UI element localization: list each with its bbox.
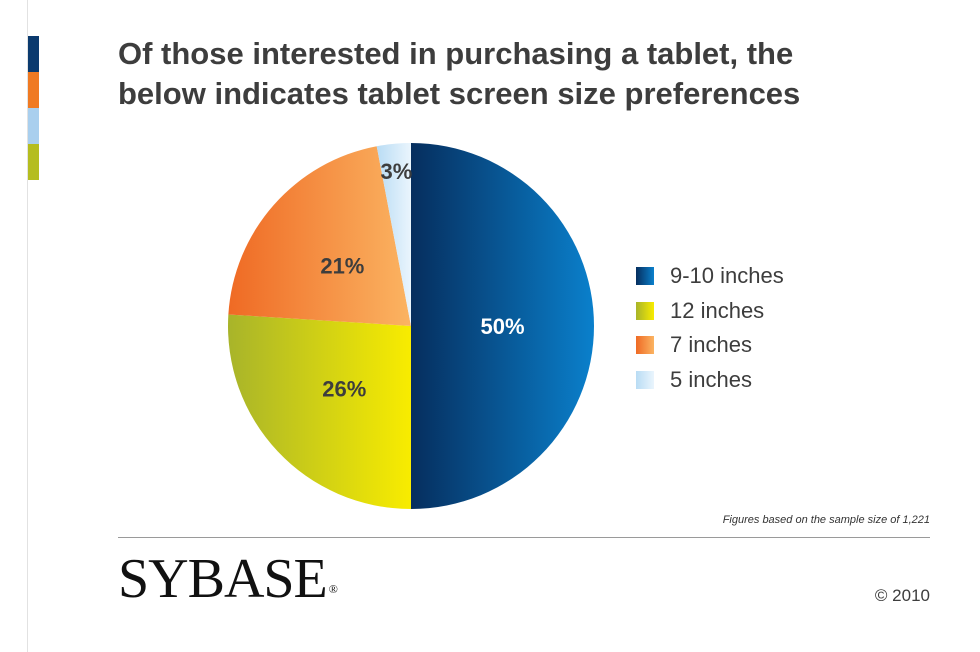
legend-label: 9-10 inches: [670, 263, 784, 289]
registered-mark: ®: [328, 582, 338, 596]
legend-label: 7 inches: [670, 332, 752, 358]
stripe-block-olive: [28, 144, 39, 180]
stripe-block-light-blue: [28, 108, 39, 144]
sample-size-footnote: Figures based on the sample size of 1,22…: [722, 514, 930, 526]
chart-legend: 9-10 inches 12 inches 7 inches 5 inches: [636, 259, 784, 397]
pie-slice-12-inches: [228, 314, 411, 509]
pie-label-12-inches: 26%: [322, 377, 366, 402]
chart-title-line-1: Of those interested in purchasing a tabl…: [118, 36, 794, 71]
pie-slice-9-10-inches: [411, 143, 594, 509]
color-stripe: [28, 36, 39, 180]
legend-label: 5 inches: [670, 366, 752, 392]
pie-labels: 50% 26% 21% 3%: [320, 159, 524, 401]
pie-slices: [228, 143, 594, 509]
chart-title: Of those interested in purchasing a tabl…: [118, 34, 918, 114]
legend-item-12-inches: 12 inches: [636, 294, 784, 329]
legend-swatch: [636, 301, 654, 320]
legend-swatch: [636, 336, 654, 355]
legend-item-9-10-inches: 9-10 inches: [636, 259, 784, 294]
pie-slice-7-inches: [228, 146, 411, 326]
legend-label: 12 inches: [670, 297, 765, 323]
pie-slice-5-inches: [376, 143, 411, 326]
legend-swatch: [636, 370, 654, 389]
pie-label-9-10-inches: 50%: [480, 314, 524, 339]
copyright-notice: © 2010: [874, 586, 930, 605]
logo-text: SYBASE: [118, 548, 328, 610]
pie-label-7-inches: 21%: [320, 253, 364, 278]
footer-divider: [118, 537, 930, 538]
legend-item-7-inches: 7 inches: [636, 328, 784, 363]
legend-swatch: [636, 267, 654, 286]
pie-label-5-inches: 3%: [380, 159, 412, 184]
stripe-block-orange: [28, 72, 39, 108]
left-vertical-rule: [27, 0, 28, 652]
stripe-block-navy: [28, 36, 39, 72]
sybase-logo: SYBASE ®: [118, 549, 338, 609]
chart-title-line-2: below indicates tablet screen size prefe…: [118, 76, 801, 111]
legend-item-5-inches: 5 inches: [636, 363, 784, 398]
